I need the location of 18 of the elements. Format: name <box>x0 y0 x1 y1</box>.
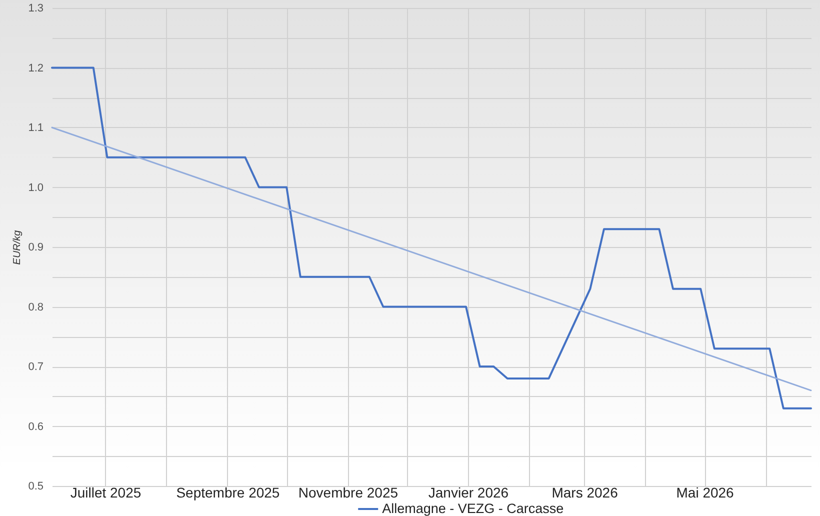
x-tick-label: Mai 2026 <box>676 484 734 500</box>
y-axis-title: EUR/kg <box>12 230 24 265</box>
x-tick-label: Novembre 2025 <box>298 484 398 500</box>
y-tick-label: 0.9 <box>28 242 44 254</box>
y-tick-label: 1.3 <box>28 2 44 14</box>
x-tick-label: Janvier 2026 <box>428 484 509 500</box>
line-series <box>51 66 812 410</box>
legend-label: Allemagne - VEZG - Carcasse <box>382 501 564 516</box>
x-tick-label: Septembre 2025 <box>176 484 280 500</box>
y-tick-label: 0.6 <box>28 420 44 433</box>
y-tick-label: 1.1 <box>28 122 44 134</box>
y-tick-label: 1.2 <box>28 62 44 74</box>
y-tick-label: 0.5 <box>28 480 44 492</box>
y-tick-label: 0.7 <box>28 361 44 373</box>
x-tick-label: Juillet 2025 <box>70 484 142 500</box>
y-tick-label: 0.8 <box>28 301 44 314</box>
x-tick-label: Mars 2026 <box>552 484 618 500</box>
y-tick-label: 1.0 <box>28 182 44 194</box>
